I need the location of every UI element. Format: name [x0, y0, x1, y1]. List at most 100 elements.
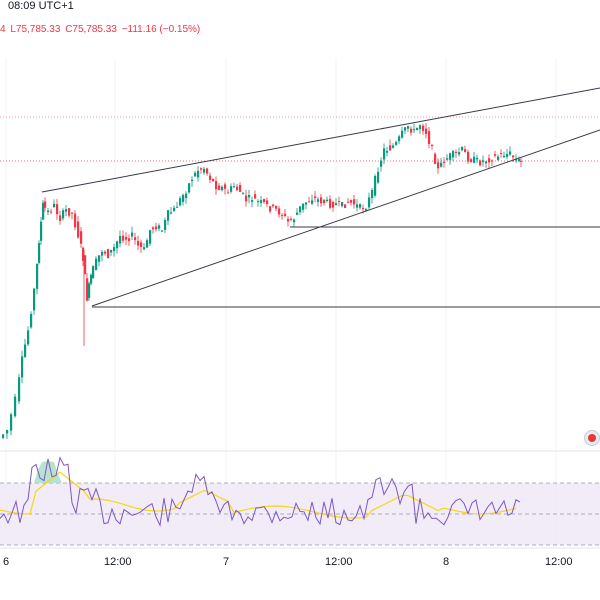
candle-body — [176, 206, 179, 208]
candle-body — [443, 161, 446, 163]
ohlc-values: 4 L75,785.33 C75,785.33 −111.16 (−0.15%) — [0, 24, 202, 35]
rsi-overbought-fill — [34, 461, 62, 483]
candle-body — [24, 344, 27, 357]
upper-trendline[interactable] — [41, 87, 600, 193]
drawn-lines[interactable] — [41, 87, 600, 308]
lower-trendline[interactable] — [91, 129, 600, 307]
candle-body — [161, 230, 164, 232]
candle-body — [473, 156, 476, 163]
candle-body — [275, 205, 278, 209]
candle-body — [236, 186, 239, 191]
candle-body — [374, 176, 377, 196]
candle-body — [386, 150, 389, 153]
candle-body — [113, 247, 116, 252]
candle-body — [269, 206, 272, 212]
rsi-line — [0, 456, 521, 527]
candle-body — [380, 160, 383, 167]
candle-body — [356, 204, 359, 208]
candle-body — [320, 197, 323, 204]
candle-body — [239, 185, 242, 192]
candle-body — [431, 144, 434, 147]
candle-body — [233, 186, 236, 188]
candle-body — [428, 131, 431, 144]
candle-body — [65, 209, 68, 212]
grid-lines — [5, 58, 557, 548]
candle-body — [152, 227, 155, 230]
candle-body — [371, 189, 374, 199]
candle-body — [185, 193, 188, 199]
candle-body — [518, 159, 521, 161]
rsi-panel — [0, 450, 600, 546]
candle-body — [344, 204, 347, 208]
candle-body — [455, 151, 458, 153]
candle-body — [362, 208, 365, 210]
candle-body — [308, 201, 311, 203]
candle-body — [116, 241, 119, 249]
candle-body — [92, 266, 95, 279]
candle-body — [209, 175, 212, 180]
rsi-moving-average-line — [0, 471, 517, 519]
candle-body — [260, 200, 263, 203]
candle-body — [44, 201, 47, 208]
candle-body — [74, 213, 77, 228]
candle-body — [98, 255, 101, 262]
candle-body — [476, 157, 479, 160]
candle-body — [425, 128, 428, 135]
candle-body — [2, 434, 5, 438]
x-axis-label-noon-6: 12:00 — [104, 556, 132, 568]
candle-body — [53, 203, 56, 208]
candle-body — [416, 127, 419, 130]
ohlc-low-value: L75,785.33 — [10, 24, 61, 35]
candle-body — [47, 210, 50, 213]
candle-body — [503, 155, 506, 158]
x-axis-label-day-8: 8 — [443, 556, 450, 568]
candle-body — [125, 236, 128, 240]
timestamp-text: 08:09 UTC+1 — [8, 0, 74, 12]
candle-body — [257, 200, 260, 202]
candle-body — [314, 196, 317, 199]
candle-body — [470, 159, 473, 162]
candle-body — [84, 255, 87, 275]
candle-body — [146, 240, 149, 248]
candle-body — [18, 377, 21, 402]
candle-body — [62, 210, 65, 219]
candle-body — [143, 247, 146, 250]
candle-body — [77, 221, 80, 238]
candle-body — [446, 158, 449, 160]
candle-body — [389, 145, 392, 151]
candle-body — [50, 211, 53, 213]
candle-body — [326, 199, 329, 202]
candle-body — [452, 151, 455, 158]
candle-body — [467, 151, 470, 162]
ohlc-change-value: −111.16 (−0.15%) — [121, 24, 201, 35]
candle-body — [353, 199, 356, 205]
candle-body — [59, 215, 62, 221]
candle-body — [287, 218, 290, 222]
candle-body — [263, 199, 266, 202]
candle-body — [182, 194, 185, 202]
candle-body — [407, 126, 410, 129]
candle-body — [149, 230, 152, 244]
candle-body — [164, 220, 167, 230]
candle-body — [290, 218, 293, 220]
candle-body — [281, 215, 284, 217]
flag-icon[interactable] — [584, 430, 600, 446]
candle-body — [350, 200, 353, 203]
x-axis-label-noon-8: 12:00 — [545, 556, 573, 568]
candle-body — [101, 251, 104, 256]
candle-body — [95, 258, 98, 270]
candle-body — [299, 206, 302, 213]
candle-body — [479, 160, 482, 166]
candle-body — [128, 238, 131, 241]
candle-body — [293, 219, 296, 223]
candle-body — [119, 235, 122, 244]
candle-body — [38, 243, 41, 263]
candle-body — [494, 154, 497, 156]
candle-body — [266, 200, 269, 205]
candle-body — [440, 162, 443, 167]
candle-body — [86, 278, 89, 301]
candle-body — [36, 263, 39, 289]
candle-body — [335, 203, 338, 206]
candle-body — [332, 201, 335, 208]
